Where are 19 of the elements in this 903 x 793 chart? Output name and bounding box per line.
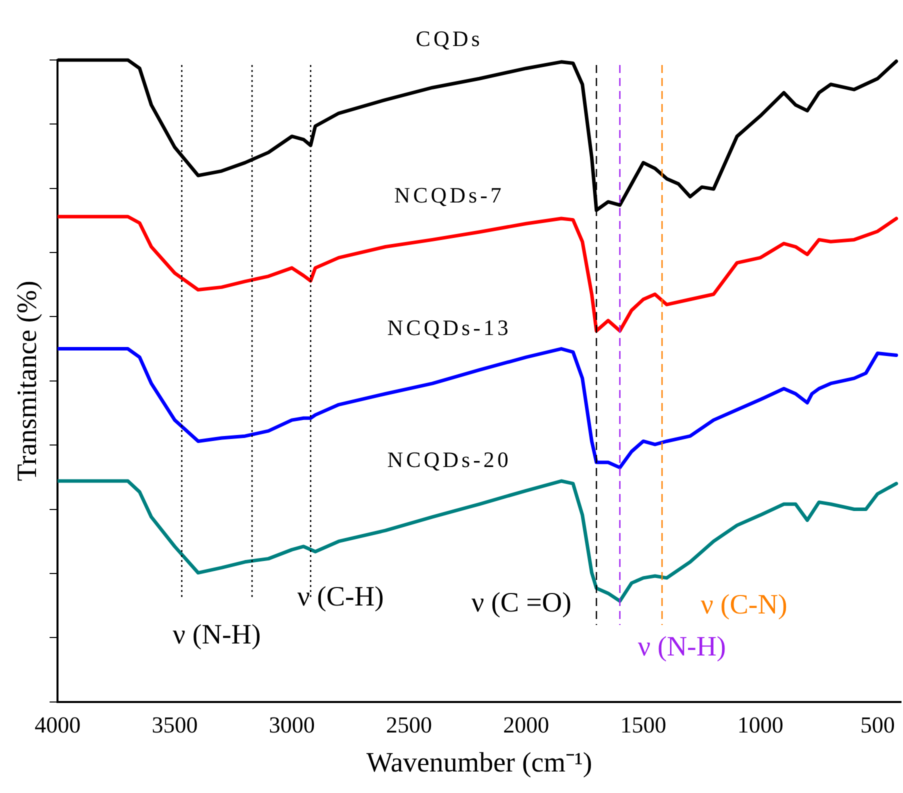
ref-line-label: ν (C-N) bbox=[700, 589, 788, 620]
x-tick-label: 4000 bbox=[34, 712, 81, 738]
x-tick-label: 500 bbox=[860, 712, 895, 738]
series-label: CQDs bbox=[416, 26, 483, 51]
x-tick-label: 2500 bbox=[386, 712, 432, 738]
ref-line-label: ν (N-H) bbox=[638, 631, 726, 662]
series-label: NCQDs-20 bbox=[387, 447, 512, 472]
x-tick-label: 1000 bbox=[737, 712, 784, 738]
x-axis-title: Wavenumber (cm⁻¹) bbox=[366, 748, 592, 779]
series-label: NCQDs-13 bbox=[387, 314, 512, 340]
x-tick-label: 1500 bbox=[620, 712, 666, 738]
ref-line-label: ν (N-H) bbox=[172, 619, 261, 650]
x-tick-label: 3000 bbox=[268, 712, 315, 738]
series-label: NCQDs-7 bbox=[394, 182, 504, 208]
ref-line-label: ν (C =O) bbox=[471, 587, 572, 618]
x-tick-label: 2000 bbox=[503, 712, 550, 738]
ref-line-label: ν (C-H) bbox=[297, 581, 384, 612]
x-tick-label: 3500 bbox=[152, 712, 198, 738]
y-axis-title: Transmitance (%) bbox=[12, 280, 44, 482]
